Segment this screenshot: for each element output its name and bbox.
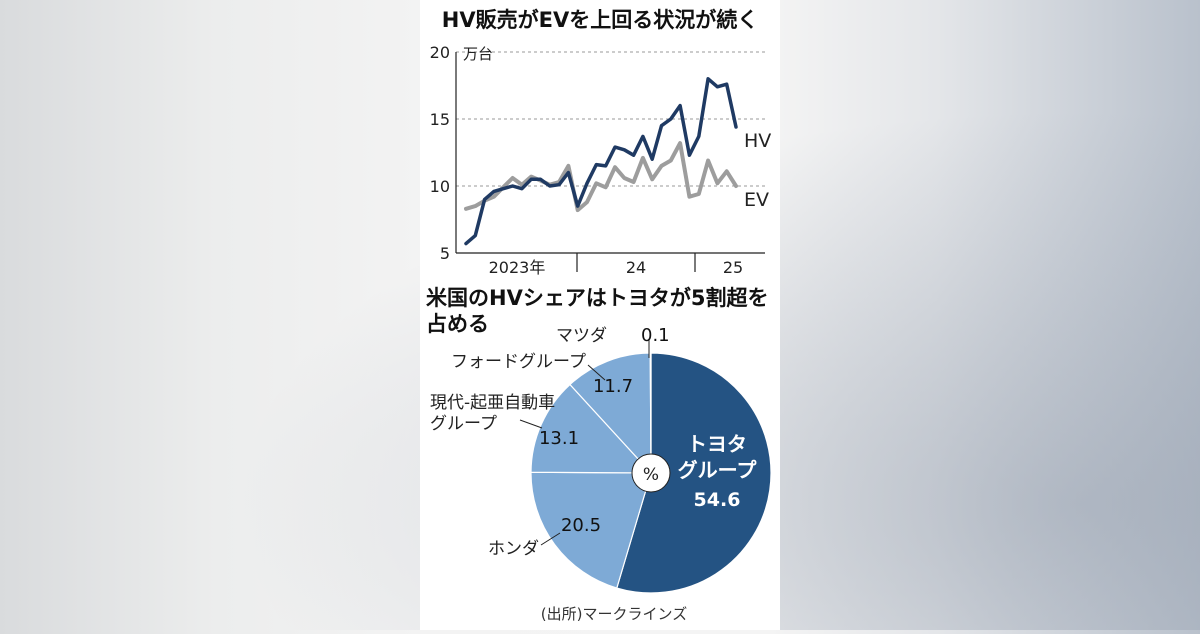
leader-line-honda — [540, 532, 561, 546]
y-tick-label: 5 — [440, 244, 450, 263]
slice-value-hyundai: 13.1 — [539, 428, 579, 449]
slice-name-toyota-line2: グループ — [678, 458, 758, 482]
pie-slices — [530, 352, 772, 594]
slice-name-toyota-line1: トヨタ — [687, 432, 747, 456]
x-label-25: 25 — [723, 258, 743, 277]
pie-slice-toyota — [616, 352, 772, 594]
y-unit-label: 万台 — [463, 45, 493, 63]
y-tick-label: 10 — [430, 177, 450, 196]
x-label-2023: 2023年 — [489, 258, 546, 277]
pie-chart-title-line1: 米国のHVシェアはトヨタが5割超を — [426, 286, 768, 310]
slice-value-toyota: 54.6 — [694, 489, 741, 511]
slice-value-mazda: 0.1 — [641, 325, 670, 346]
pie-chart-title-line2: 占める — [426, 312, 489, 336]
slice-name-hyundai-line1: 現代-起亜自動車 — [430, 393, 555, 413]
series-line-hv — [464, 77, 738, 246]
slice-name-hyundai-line2: グループ — [430, 414, 497, 434]
infographic-panel: HV販売がEVを上回る状況が続く 5 10 15 20 万台 2023年 24 25 … — [420, 0, 780, 630]
slice-value-honda: 20.5 — [561, 515, 601, 536]
source-note: (出所)マークラインズ — [541, 605, 687, 623]
pie-slice-hyundai — [530, 383, 653, 474]
pie-center-circle — [631, 453, 671, 493]
pie-center-label: % — [643, 465, 659, 485]
y-tick-label: 15 — [430, 110, 450, 129]
leader-line-ford — [587, 364, 606, 381]
pie-slice-mazda — [649, 352, 652, 474]
slice-name-honda: ホンダ — [488, 539, 539, 559]
slice-name-mazda: マツダ — [556, 326, 607, 346]
line-chart-grid — [456, 51, 765, 187]
slice-value-ford: 11.7 — [593, 376, 633, 397]
line-chart-y-ticks: 5 10 15 20 — [430, 43, 450, 263]
x-label-24: 24 — [626, 258, 646, 277]
y-tick-label: 20 — [430, 43, 450, 62]
leader-line-hyundai — [519, 419, 543, 429]
slice-name-ford: フォードグループ — [451, 352, 586, 372]
line-chart-title: HV販売がEVを上回る状況が続く — [442, 8, 758, 32]
series-label-ev: EV — [744, 189, 769, 211]
series-line-ev — [464, 141, 738, 213]
pie-slice-ford — [569, 352, 652, 475]
series-label-hv: HV — [744, 130, 771, 152]
pie-slice-honda — [530, 471, 652, 589]
